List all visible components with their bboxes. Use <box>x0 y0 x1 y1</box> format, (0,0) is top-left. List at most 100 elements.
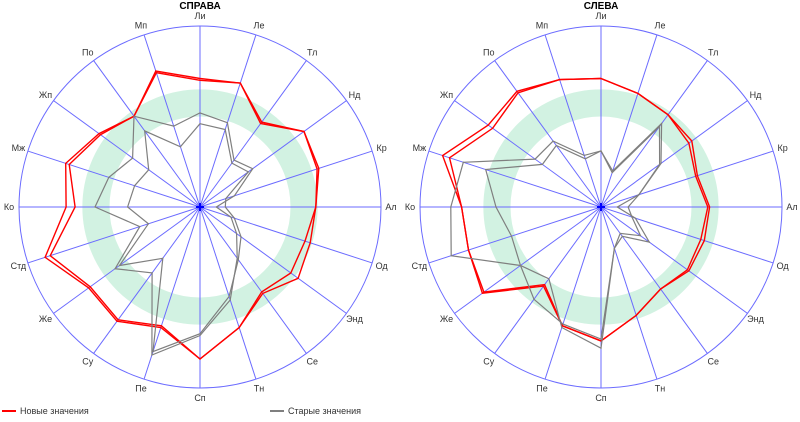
axis-spoke <box>428 206 602 264</box>
axis-label: Жп <box>39 90 52 100</box>
data-point <box>467 249 470 251</box>
axis-spoke <box>143 34 201 208</box>
axis-label: Ле <box>254 20 265 30</box>
data-point <box>658 125 661 128</box>
data-point <box>648 241 650 243</box>
data-point <box>224 206 226 208</box>
data-point <box>707 206 709 208</box>
data-point <box>261 291 263 293</box>
axis-label: Су <box>483 356 494 366</box>
data-point <box>600 150 602 152</box>
data-point <box>199 77 201 80</box>
data-point <box>695 175 697 177</box>
axis-spoke <box>600 206 658 380</box>
axis-label: Ли <box>195 11 206 21</box>
data-point <box>703 239 705 242</box>
axis-label: Пе <box>536 384 547 394</box>
data-point <box>74 206 76 208</box>
data-point <box>461 206 463 208</box>
axis-label: Тн <box>655 384 665 394</box>
data-point <box>462 161 464 163</box>
axis-label: Ко <box>405 202 415 212</box>
data-point <box>534 158 536 160</box>
center-plus-icon <box>196 203 204 211</box>
center-plus-icon <box>597 203 605 211</box>
data-point <box>691 140 693 142</box>
data-point <box>236 232 238 235</box>
axis-spoke <box>454 206 602 314</box>
data-point <box>297 277 299 279</box>
data-point <box>173 125 175 127</box>
axis-label: Мж <box>413 143 427 153</box>
data-point <box>199 112 201 114</box>
data-point <box>151 272 153 274</box>
data-point <box>315 206 317 208</box>
axis-spoke <box>199 206 347 314</box>
axis-label: Же <box>440 314 453 324</box>
data-point <box>252 168 254 170</box>
axis-spoke <box>27 150 201 208</box>
data-point <box>233 217 236 219</box>
data-point <box>561 325 564 327</box>
chart-title: СЛЕВА <box>584 1 619 12</box>
legend-new-swatch <box>2 410 16 412</box>
data-point <box>262 292 264 294</box>
data-point <box>659 288 662 290</box>
data-point <box>108 176 110 178</box>
data-point <box>621 235 623 237</box>
data-point <box>552 140 554 142</box>
axis-spoke <box>600 150 774 208</box>
data-point <box>224 128 226 131</box>
axis-label: Ко <box>4 202 14 212</box>
legend-new: Новые значения <box>2 406 89 416</box>
data-point <box>65 206 67 208</box>
data-point <box>155 72 157 74</box>
axis-label: Мж <box>12 143 26 153</box>
data-point <box>559 79 561 81</box>
data-point <box>583 154 585 156</box>
axis-spoke <box>600 100 748 208</box>
data-point <box>661 122 663 125</box>
data-point <box>236 257 238 259</box>
data-point <box>160 326 162 329</box>
axis-spoke <box>454 100 602 208</box>
data-point <box>240 236 242 238</box>
data-point <box>495 206 497 208</box>
axis-label: Же <box>39 314 52 324</box>
data-point <box>290 272 292 274</box>
axis-spoke <box>27 206 201 264</box>
axis-spoke <box>93 206 201 354</box>
data-point <box>688 142 690 144</box>
data-point <box>548 278 550 280</box>
axis-label: Од <box>777 261 790 271</box>
radar-chart-left: Ли Ле Тл Нд Кр Ал Од Энд Се Тн Сп Пе Су Же Стд Ко Мж Жп По… <box>405 1 798 403</box>
axis-spoke <box>199 206 307 354</box>
data-point <box>260 122 262 125</box>
legend-old-swatch <box>270 410 284 412</box>
data-point <box>584 158 586 160</box>
data-point <box>199 79 201 81</box>
axis-label: Тл <box>307 48 317 58</box>
data-point <box>99 134 102 136</box>
data-point <box>634 217 637 219</box>
data-point <box>600 340 602 342</box>
data-point <box>238 326 240 329</box>
data-point <box>542 285 545 287</box>
data-point <box>611 171 613 174</box>
axis-label: Сп <box>595 393 606 403</box>
data-point <box>160 325 163 327</box>
axis-spoke <box>199 60 307 208</box>
axis-label: По <box>483 48 494 58</box>
data-point <box>533 298 535 300</box>
data-point <box>303 130 305 133</box>
data-point <box>89 286 91 288</box>
chart-title: СПРАВА <box>179 1 220 12</box>
data-point <box>709 206 711 208</box>
data-point <box>638 194 640 196</box>
data-point <box>519 264 522 267</box>
data-point <box>117 319 119 321</box>
data-point <box>133 185 136 187</box>
axis-label: Ал <box>385 202 396 212</box>
data-point <box>492 127 494 129</box>
axis-label: Ли <box>596 11 607 21</box>
